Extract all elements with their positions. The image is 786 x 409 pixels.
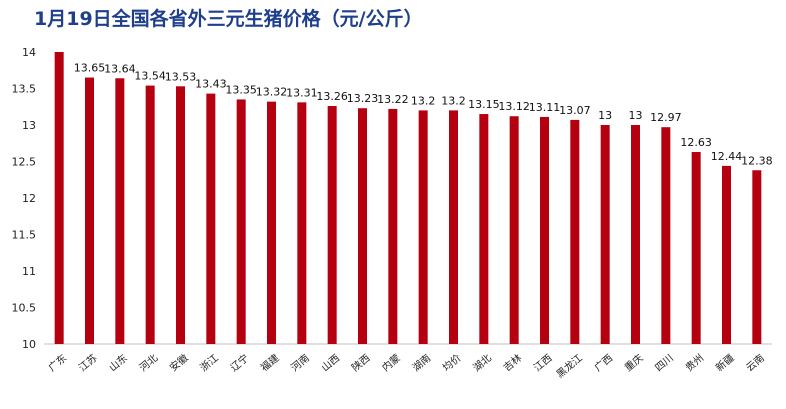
bar (479, 114, 489, 344)
bar (236, 99, 246, 344)
y-tick-label: 11.5 (12, 229, 37, 242)
data-label: 13.43 (195, 78, 227, 91)
y-tick-label: 13.5 (12, 83, 37, 96)
data-label: 13.35 (225, 83, 257, 96)
category-label: 内蒙 (379, 351, 403, 374)
y-tick-label: 10.5 (12, 302, 37, 315)
category-label: 湖北 (471, 352, 494, 374)
y-tick-label: 12.5 (12, 156, 37, 169)
data-label: 13.65 (74, 62, 106, 75)
category-label: 重庆 (622, 351, 646, 374)
bar (661, 127, 671, 344)
bar (176, 86, 185, 344)
bar (722, 165, 731, 344)
bar (85, 77, 94, 345)
category-label: 黑龙江 (554, 351, 585, 380)
data-labels: 13.6513.6413.5413.5313.4313.3513.3213.31… (74, 62, 773, 168)
data-label: 12.44 (711, 150, 743, 163)
bar (418, 110, 428, 345)
data-label: 13.15 (468, 98, 500, 111)
chart-title: 1月19日全国各省外三元生猪价格（元/公斤） (34, 8, 423, 30)
bar (206, 93, 216, 344)
category-label: 福建 (258, 351, 282, 374)
bar (54, 52, 64, 344)
data-label: 12.38 (741, 154, 773, 167)
data-label: 13 (629, 109, 643, 122)
bar (691, 152, 701, 344)
y-axis: 10 10.5 11 11.5 12 12.5 13 13.5 14 (12, 46, 37, 351)
data-label: 13.23 (347, 92, 379, 105)
bar (267, 101, 276, 344)
category-label: 江苏 (76, 351, 100, 374)
y-tick-label: 14 (22, 46, 36, 59)
category-label: 新疆 (713, 351, 737, 374)
bar (145, 85, 155, 344)
bar (570, 119, 580, 344)
category-label: 辽宁 (228, 351, 252, 374)
category-label: 浙江 (198, 352, 221, 374)
data-label: 13.2 (411, 94, 436, 107)
category-label: 山西 (319, 352, 342, 374)
bar-series (54, 52, 762, 345)
data-label: 13.53 (165, 70, 197, 83)
data-label: 13.07 (559, 104, 591, 117)
category-label: 贵州 (683, 351, 707, 374)
category-label: 广东 (46, 351, 70, 374)
category-label: 河北 (137, 352, 160, 374)
y-tick-label: 13 (22, 119, 36, 132)
data-label: 13.31 (286, 86, 318, 99)
category-label: 均价 (441, 352, 464, 374)
bar (388, 108, 398, 344)
category-label: 山东 (106, 351, 130, 374)
category-label: 江西 (532, 352, 555, 374)
y-tick-label: 10 (22, 338, 36, 351)
data-label: 13.54 (134, 70, 166, 83)
data-label: 13.11 (529, 101, 561, 114)
bar (327, 106, 337, 345)
bar (297, 102, 307, 345)
bar (115, 78, 125, 344)
category-label: 陕西 (349, 351, 373, 374)
category-labels: 广东 江苏 山东 河北 安徽 浙江 辽宁 福建 河南 山西 陕西 内蒙 湖南 均价 湖北 吉林 江西 黑龙江 广西重… (46, 351, 767, 380)
category-label: 四川 (653, 353, 675, 374)
bar (509, 116, 519, 345)
y-tick-label: 12 (22, 192, 36, 205)
data-label: 12.63 (680, 136, 712, 149)
bar (449, 110, 458, 345)
category-label: 云南 (743, 351, 767, 374)
category-label: 湖南 (410, 351, 434, 374)
data-label: 13.22 (377, 93, 409, 106)
data-label: 13.12 (498, 100, 530, 113)
bar (358, 108, 367, 345)
data-label: 13.26 (316, 90, 348, 103)
bar (540, 116, 549, 344)
data-label: 13.2 (441, 94, 466, 107)
y-tick-label: 11 (22, 265, 36, 278)
bar (631, 125, 640, 344)
category-label: 广西 (592, 352, 615, 374)
bar (600, 125, 610, 344)
data-label: 13.32 (256, 86, 288, 99)
data-label: 13.64 (104, 62, 136, 75)
bar (752, 170, 762, 344)
category-label: 河南 (288, 351, 312, 374)
data-label: 12.97 (650, 111, 682, 124)
category-label: 安徽 (167, 351, 191, 374)
category-label: 吉林 (501, 351, 525, 374)
data-label: 13 (598, 109, 612, 122)
